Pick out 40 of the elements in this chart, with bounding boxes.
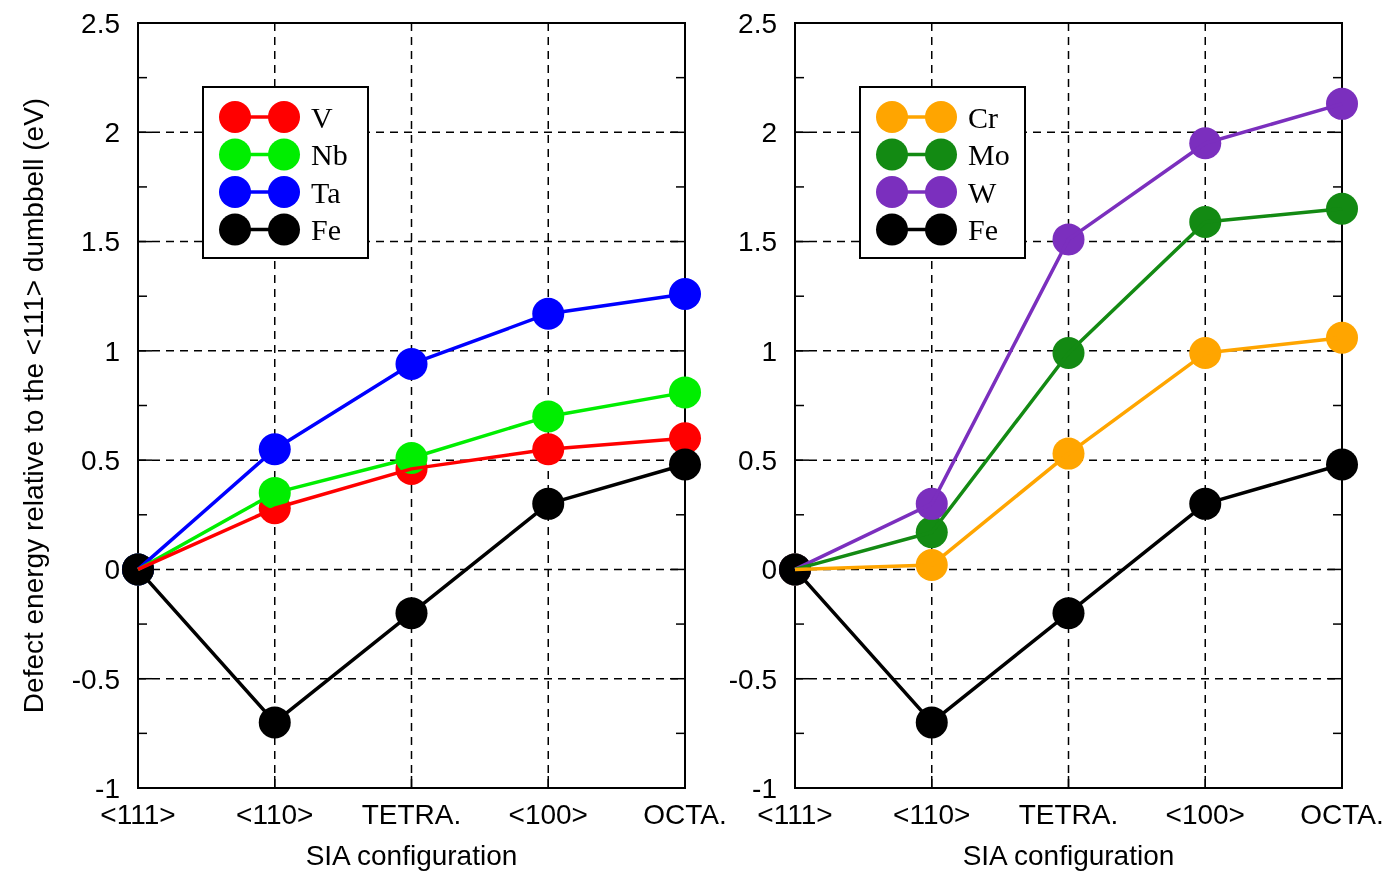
x-tick-label: OCTA. [643, 799, 727, 830]
point [669, 376, 701, 409]
legend-label: Cr [968, 100, 999, 134]
legend-label: Mo [968, 138, 1010, 171]
y-tick-label: 2 [761, 117, 777, 149]
legend-label: Fe [311, 213, 341, 246]
x-tick-label: OCTA. [1300, 799, 1384, 830]
x-tick-label: <110> [893, 799, 971, 830]
y-tick-label: -0.5 [71, 663, 120, 695]
y-tick-label: 0 [761, 554, 777, 586]
y-tick-label: 1.5 [738, 226, 777, 258]
y-tick-label: 2.5 [81, 7, 120, 39]
point [1326, 192, 1358, 225]
point [1326, 321, 1358, 354]
y-tick-label: 1 [761, 335, 777, 367]
legend-label: W [968, 175, 997, 209]
x-axis-title: SIA configuration [962, 840, 1175, 871]
y-tick-label: 1.5 [81, 226, 120, 258]
x-tick-label: <100> [508, 799, 588, 830]
y-tick-label: 1 [104, 335, 120, 367]
y-tick-label: 2.5 [738, 7, 777, 39]
y-tick-label: 2 [104, 117, 120, 149]
y-axis-title: Defect energy relative to the <111> dumbbell (eV) [18, 97, 49, 714]
legend-label: Fe [968, 213, 998, 246]
legend-label: V [311, 100, 333, 134]
y-tick-label: -0.5 [728, 663, 777, 695]
point [669, 278, 701, 311]
x-tick-label: <110> [236, 799, 314, 830]
x-tick-label: TETRA. [361, 799, 462, 830]
x-tick-label: <100> [1165, 799, 1245, 830]
point [1326, 448, 1358, 481]
y-tick-label: 0 [104, 554, 120, 586]
y-tick-label: 0.5 [738, 444, 777, 476]
point [669, 448, 701, 481]
x-axis-title: SIA configuration [305, 840, 518, 871]
legend-label: Ta [311, 175, 341, 209]
y-tick-label: 0.5 [81, 444, 120, 476]
point [1326, 87, 1358, 120]
legend-label: Nb [311, 138, 348, 171]
x-tick-label: TETRA. [1018, 799, 1119, 830]
